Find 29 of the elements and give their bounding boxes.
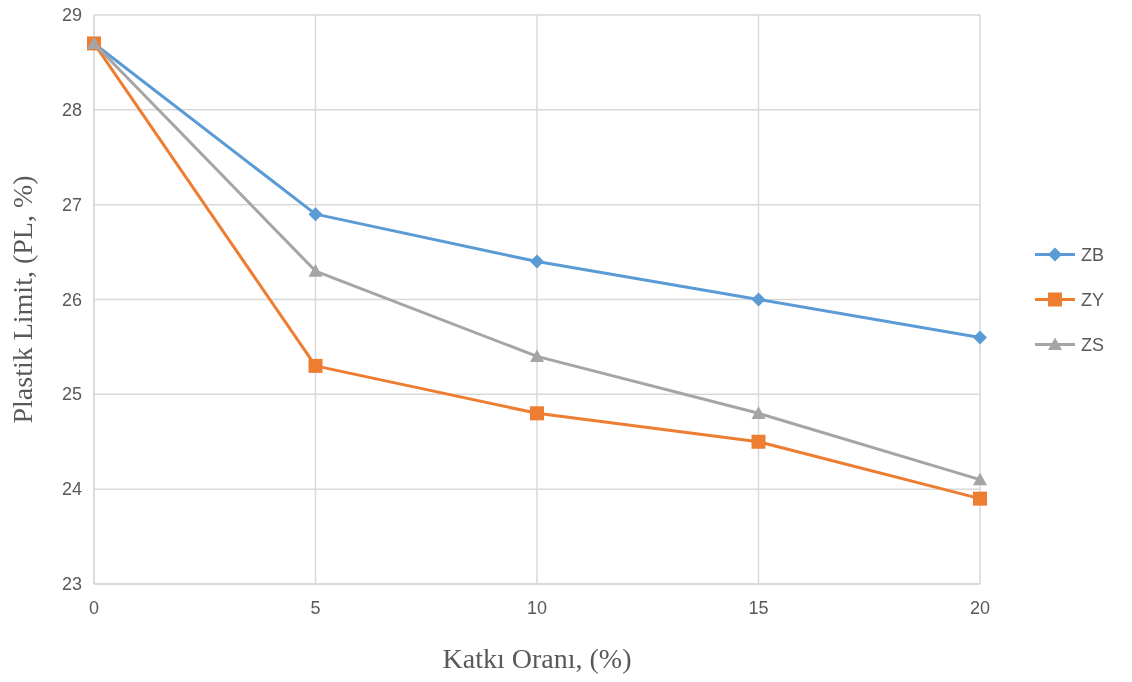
x-tick-label: 15 (748, 598, 769, 618)
point (973, 330, 987, 345)
point (751, 434, 766, 449)
point (308, 358, 323, 373)
x-tick-label: 0 (88, 598, 100, 618)
point (751, 292, 766, 307)
legend-label: ZS (1081, 334, 1105, 355)
legend-label: ZB (1081, 244, 1105, 265)
y-tick-label: 27 (61, 194, 82, 215)
point (308, 264, 323, 277)
y-tick-label: 28 (61, 99, 82, 120)
x-axis-title: Katkı Oranı, (%) (442, 643, 632, 674)
point (308, 207, 323, 222)
point (530, 254, 544, 269)
y-tick-label: 25 (61, 384, 82, 405)
y-tick-label: 24 (61, 479, 82, 500)
x-tick-label: 10 (526, 598, 548, 618)
point (973, 472, 987, 486)
point (751, 406, 766, 419)
y-tick-label: 23 (61, 574, 82, 594)
legend-label: ZY (1081, 289, 1105, 310)
point (530, 406, 544, 421)
x-tick-label: 5 (310, 598, 321, 618)
y-tick-label: 26 (61, 289, 82, 310)
x-tick-label: 20 (969, 598, 991, 618)
point (530, 349, 544, 362)
y-axis-title: Plastik Limit, (PL, %) (7, 175, 38, 424)
point (973, 491, 987, 506)
y-tick-label: 29 (61, 5, 82, 25)
